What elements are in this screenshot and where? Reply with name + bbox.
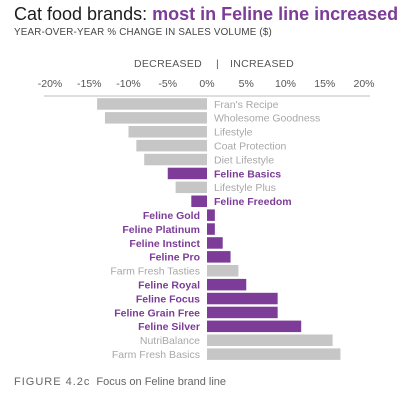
category-label: Feline Platinum (122, 224, 200, 236)
bar (175, 181, 207, 194)
x-tick-label: 5% (239, 78, 254, 90)
chart-subtitle: YEAR-OVER-YEAR % CHANGE IN SALES VOLUME … (14, 27, 272, 38)
x-tick-label: -15% (77, 78, 102, 90)
category-label: Diet Lifestyle (214, 154, 274, 166)
category-label: Feline Royal (138, 279, 200, 291)
category-label: Lifestyle (214, 127, 253, 139)
x-tick-label: 20% (353, 78, 374, 90)
x-tick-label: 10% (275, 78, 296, 90)
category-label: Farm Fresh Tasties (110, 266, 200, 278)
category-label: Feline Basics (214, 168, 281, 180)
bar (191, 195, 207, 207)
bar (207, 292, 278, 305)
category-label: Feline Focus (136, 293, 200, 305)
bar (207, 209, 215, 221)
figure-number: FIGURE 4.2c (14, 376, 91, 388)
bar (97, 98, 207, 110)
x-tick-label: -5% (158, 78, 177, 90)
figure-caption-text: Focus on Feline brand line (96, 376, 227, 388)
bar (104, 112, 207, 124)
bar (144, 153, 207, 166)
bar (207, 237, 223, 249)
category-label: Feline Grain Free (114, 307, 200, 319)
bar (207, 306, 278, 319)
increased-label: INCREASED (230, 58, 294, 70)
bar (207, 223, 215, 235)
category-label: Lifestyle Plus (214, 182, 276, 194)
chart-title-highlight: most in Feline line increased (152, 4, 399, 24)
bar (136, 139, 207, 152)
x-tick-label: 15% (314, 78, 335, 90)
category-label: Wholesome Goodness (214, 113, 320, 125)
category-label: Coat Protection (214, 140, 287, 152)
bar (207, 251, 231, 263)
bar (207, 348, 341, 360)
decreased-label: DECREASED (134, 58, 203, 70)
category-label: Feline Silver (138, 321, 200, 333)
category-label: Feline Gold (143, 210, 200, 222)
figure-caption: FIGURE 4.2c Focus on Feline brand line (14, 376, 226, 388)
category-label: Fran's Recipe (214, 99, 279, 111)
x-tick-label: -20% (38, 78, 63, 90)
bar (207, 334, 333, 346)
bar (207, 265, 239, 277)
category-label: NutriBalance (140, 335, 200, 347)
category-label: Feline Freedom (214, 196, 292, 208)
category-label: Feline Instinct (129, 238, 200, 250)
x-tick-label: -10% (116, 78, 141, 90)
bar (207, 320, 302, 333)
category-label: Farm Fresh Basics (112, 349, 200, 361)
x-tick-label: 0% (199, 78, 214, 90)
category-label: Feline Pro (149, 252, 200, 264)
bar (167, 167, 207, 180)
bar (128, 126, 207, 138)
bar (207, 278, 247, 291)
chart-title-lead: Cat food brands: (14, 4, 153, 24)
chart-title: Cat food brands: most in Feline line inc… (14, 4, 398, 25)
direction-separator: | (216, 58, 220, 70)
